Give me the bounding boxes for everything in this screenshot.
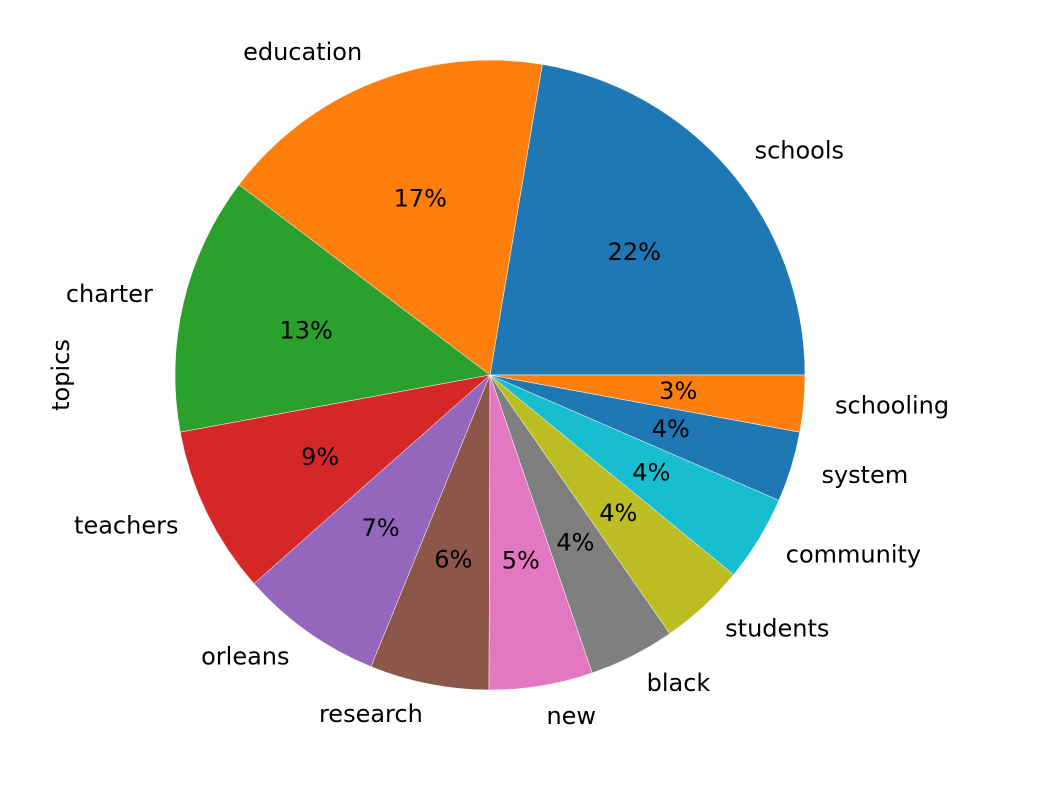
pie-wedge: [174, 184, 491, 433]
category-label: teachers: [74, 512, 178, 540]
category-label: charter: [66, 280, 153, 308]
pie-wedge: [489, 64, 806, 376]
category-label: students: [725, 614, 829, 642]
pie-wedge: [253, 374, 491, 668]
value-label: 7%: [362, 514, 400, 542]
pie-wedge: [489, 374, 806, 433]
pie-wedge: [179, 374, 491, 585]
category-label: community: [786, 540, 921, 568]
value-label: 6%: [434, 545, 472, 573]
value-label: 4%: [632, 458, 670, 486]
pie-wedge: [238, 59, 543, 376]
value-label: 4%: [556, 529, 594, 557]
value-label: 22%: [608, 238, 661, 266]
category-label: education: [243, 38, 362, 66]
category-label: schooling: [835, 392, 949, 420]
value-label: 3%: [659, 377, 697, 405]
value-label: 5%: [502, 546, 540, 574]
category-label: new: [546, 702, 596, 730]
category-label: black: [647, 669, 711, 697]
category-label: schools: [755, 136, 844, 164]
value-label: 4%: [652, 415, 690, 443]
category-label: system: [821, 461, 908, 489]
value-label: 17%: [394, 184, 447, 212]
value-label: 13%: [279, 316, 332, 344]
y-axis-label: topics: [47, 339, 75, 411]
category-label: orleans: [201, 643, 289, 671]
category-label: research: [319, 700, 423, 728]
value-label: 4%: [599, 499, 637, 527]
value-label: 9%: [301, 443, 339, 471]
pie-wedge: [370, 374, 491, 691]
